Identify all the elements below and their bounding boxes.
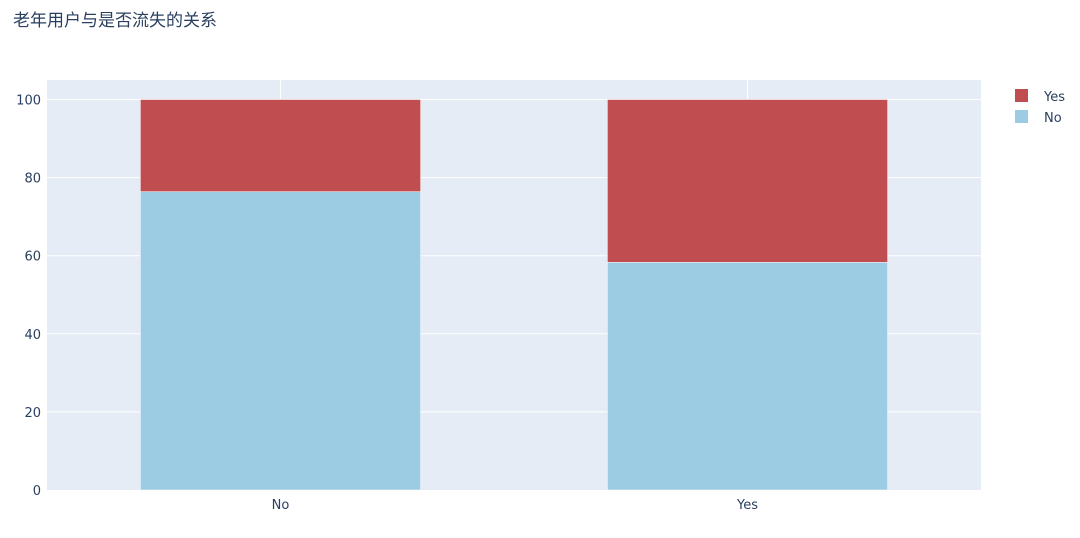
y-tick-label: 80 xyxy=(24,172,41,187)
legend-swatch-yes xyxy=(1015,89,1028,102)
bar-yes-no[interactable] xyxy=(140,99,421,192)
x-axis: No Yes xyxy=(272,498,759,513)
legend-swatch-no xyxy=(1015,110,1028,123)
x-tick-label: Yes xyxy=(736,498,758,513)
legend: Yes No xyxy=(1015,89,1065,126)
bars xyxy=(140,99,888,491)
y-tick-label: 60 xyxy=(24,250,41,265)
bar-yes-yes[interactable] xyxy=(607,99,888,263)
y-tick-label: 100 xyxy=(16,94,41,109)
y-tick-label: 40 xyxy=(24,328,41,343)
y-axis: 0 20 40 60 80 100 xyxy=(16,94,41,499)
x-tick-label: No xyxy=(272,498,290,513)
y-tick-label: 0 xyxy=(33,484,41,499)
bar-no-yes[interactable] xyxy=(607,262,888,491)
legend-label-no[interactable]: No xyxy=(1044,111,1062,126)
y-tick-label: 20 xyxy=(24,406,41,421)
legend-label-yes[interactable]: Yes xyxy=(1043,90,1065,105)
bar-no-no[interactable] xyxy=(140,191,421,491)
chart-title: 老年用户与是否流失的关系 xyxy=(13,11,217,31)
